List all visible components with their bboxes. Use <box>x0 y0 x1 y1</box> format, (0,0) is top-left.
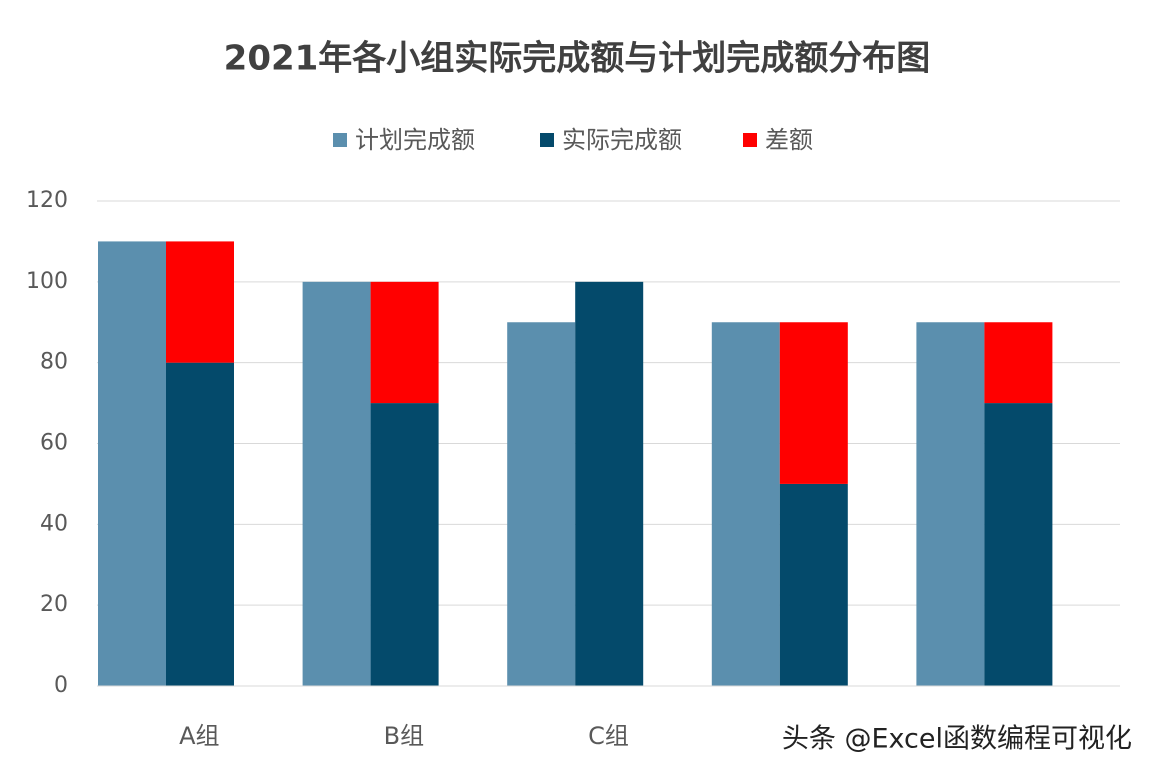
x-tick-label: B组 <box>384 722 424 750</box>
x-tick-label: C组 <box>588 722 629 750</box>
bar <box>779 322 848 484</box>
bar <box>370 281 439 404</box>
bar <box>916 322 985 686</box>
y-tick-label: 60 <box>40 431 68 456</box>
bar <box>507 322 576 686</box>
bar <box>575 281 644 686</box>
legend-label: 实际完成额 <box>562 126 682 154</box>
legend-label: 计划完成额 <box>355 126 475 154</box>
y-tick-label: 40 <box>40 511 68 536</box>
y-tick-label: 100 <box>26 269 68 294</box>
bar <box>302 281 371 686</box>
watermark: 头条 @Excel函数编程可视化 <box>782 724 1132 755</box>
y-tick-label: 20 <box>40 592 68 617</box>
bar <box>711 322 780 686</box>
y-tick-label: 120 <box>26 188 68 213</box>
chart-title: 2021年各小组实际完成额与计划完成额分布图 <box>224 39 931 79</box>
bar <box>984 322 1053 404</box>
bar <box>166 241 234 363</box>
legend-swatch <box>333 133 347 147</box>
y-tick-label: 0 <box>54 673 68 698</box>
bar <box>370 403 439 686</box>
bar <box>98 241 166 686</box>
x-tick-label: A组 <box>179 722 219 750</box>
legend-swatch <box>540 133 554 147</box>
bar <box>779 483 848 686</box>
y-tick-label: 80 <box>40 350 68 375</box>
bar <box>984 403 1053 686</box>
legend-label: 差额 <box>765 126 813 154</box>
bar <box>166 362 234 686</box>
legend-swatch <box>743 133 757 147</box>
